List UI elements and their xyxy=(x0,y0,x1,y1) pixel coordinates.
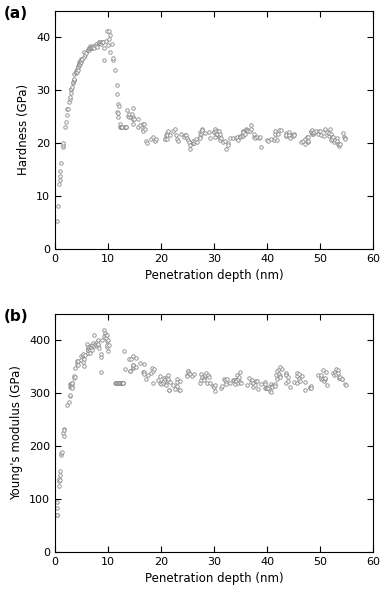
Text: (b): (b) xyxy=(4,309,29,324)
Y-axis label: Young's modulus (GPa): Young's modulus (GPa) xyxy=(10,365,23,500)
X-axis label: Penetration depth (nm): Penetration depth (nm) xyxy=(145,269,283,282)
Text: (a): (a) xyxy=(4,7,28,21)
X-axis label: Penetration depth (nm): Penetration depth (nm) xyxy=(145,572,283,585)
Y-axis label: Hardness (GPa): Hardness (GPa) xyxy=(17,84,31,175)
